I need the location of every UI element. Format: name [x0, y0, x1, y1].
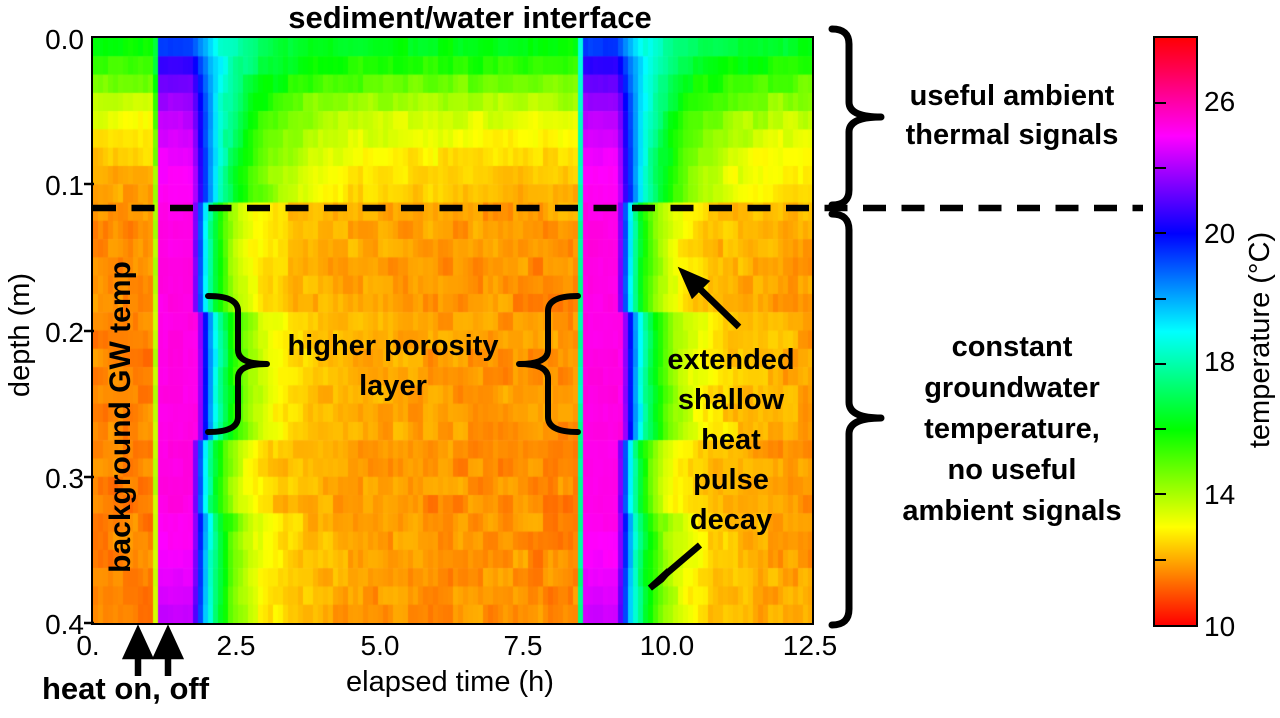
y-axis-label: depth (m) [4, 272, 36, 398]
x-axis-label: elapsed time (h) [346, 666, 554, 698]
heat-on-arrow [121, 624, 155, 676]
y-tick-label: 0.0 [45, 24, 84, 55]
y-tick-label: 0.3 [45, 463, 84, 494]
colorbar-label: temperature (°C) [1244, 231, 1276, 449]
annotation-heat-on-off: heat on, off [42, 671, 210, 706]
annotation-useful-signals: useful ambient thermal signals [905, 80, 1119, 151]
x-tick-label: 12.5 [782, 630, 838, 661]
colorbar-tick-label: 18 [1204, 346, 1236, 377]
annotation-higher-porosity: higher porosity layer [287, 330, 499, 402]
annotation-constant-gw: constant groundwater temperature, no use… [902, 331, 1122, 527]
x-tick-label: 7.5 [503, 630, 543, 661]
y-tick-label: 0.1 [45, 170, 84, 201]
x-tick-label: 2.5 [216, 630, 256, 661]
x-tick-label: 5.0 [360, 630, 400, 661]
colorbar-tick-label: 20 [1204, 218, 1236, 249]
colorbar-tick-label: 14 [1204, 479, 1236, 510]
x-tick-label: 10.0 [639, 630, 695, 661]
colorbar-tick-label: 26 [1204, 86, 1236, 117]
annotation-background-gw-temp: background GW temp [104, 261, 137, 573]
x-tick-label: 0. [76, 630, 100, 661]
y-tick-label: 0.2 [45, 317, 84, 348]
colorbar [1153, 36, 1198, 627]
colorbar-tick-label: 10 [1204, 611, 1236, 642]
y-tick-label: 0.4 [45, 609, 84, 640]
annotation-extended-decay: extended shallow heat pulse decay [667, 344, 795, 536]
heat-off-arrow [151, 624, 185, 676]
plot-title: sediment/water interface [288, 0, 652, 35]
